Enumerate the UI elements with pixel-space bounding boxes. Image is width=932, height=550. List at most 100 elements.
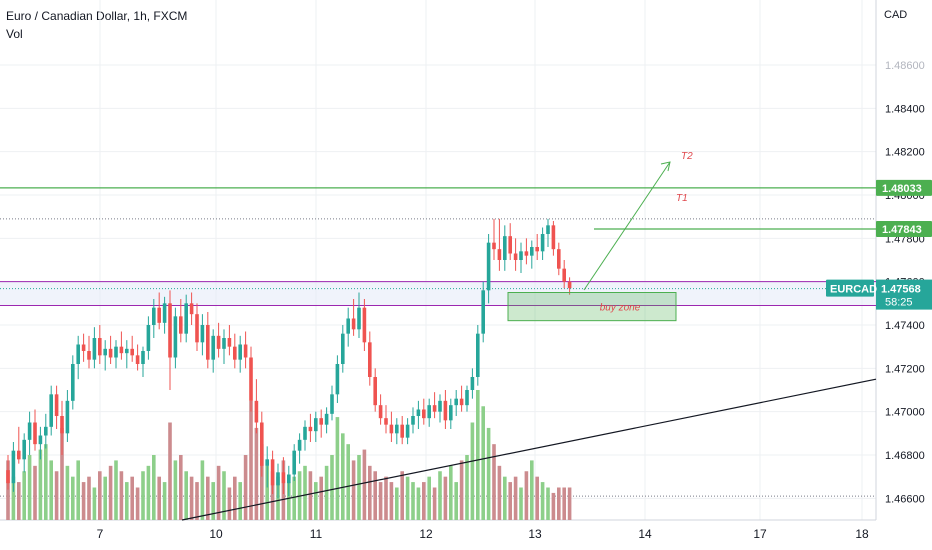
candle-body (135, 355, 140, 364)
volume-bar (265, 465, 269, 520)
volume-bar (557, 487, 561, 520)
volume-bar (292, 476, 296, 520)
candle-body (114, 346, 118, 358)
buy-zone-box (507, 292, 677, 322)
volume-bar (351, 460, 356, 520)
volume-bar (438, 471, 442, 520)
volume-bar (492, 444, 496, 520)
volume-bar (65, 465, 70, 520)
volume-bar (562, 487, 566, 520)
volume-bar (108, 465, 113, 520)
volume-bar (314, 482, 318, 520)
volume-bar (405, 476, 410, 520)
volume-bar (476, 390, 480, 520)
volume-bar (308, 471, 313, 520)
volume-bar (449, 465, 453, 520)
volume-bar (152, 455, 156, 520)
volume-bar (513, 476, 518, 520)
candle-body (206, 325, 210, 360)
candle-body (351, 318, 356, 330)
candle-body (465, 390, 469, 406)
x-tick-label: 18 (855, 527, 869, 541)
projection-arrow-head (660, 161, 671, 172)
grid (0, 0, 876, 520)
volume-bar (211, 482, 215, 520)
volume-bar (497, 465, 502, 520)
volume-bar (341, 433, 345, 520)
candle-body (416, 409, 421, 416)
candle-body (346, 318, 350, 334)
y-tick-label: 1.47400 (885, 320, 925, 332)
candle-body (368, 342, 372, 377)
volume-bar (71, 476, 75, 520)
y-tick-label: 1.48400 (885, 103, 925, 115)
symbol-tag: EURCAD (826, 279, 877, 297)
volume-bar (422, 482, 426, 520)
candle-body (395, 424, 399, 434)
current-price-bg (876, 279, 932, 310)
candle-body (400, 424, 404, 438)
candle-body (427, 405, 431, 419)
candle-body (173, 316, 178, 358)
candle-body (411, 416, 415, 425)
volume-bar (546, 487, 550, 520)
candle-body (141, 351, 145, 364)
candle-body (65, 400, 70, 434)
volume-bar (362, 449, 367, 520)
volume-bar (287, 482, 291, 520)
volume-bar (189, 476, 194, 520)
candle-body (492, 242, 496, 250)
candle-body (238, 344, 242, 360)
volume-bar (384, 476, 388, 520)
bar-countdown: 58:25 (885, 297, 913, 309)
trendline (181, 378, 877, 521)
candle-body (530, 247, 534, 256)
volume-bar (486, 427, 491, 520)
candle-body (130, 348, 134, 356)
candle-body (265, 459, 269, 466)
y-tick-label: 1.46600 (885, 493, 925, 505)
volume-bar (319, 476, 323, 520)
candle-body (249, 357, 253, 401)
candle-body (362, 307, 367, 343)
x-tick-label: 7 (97, 527, 104, 541)
volume-bar (459, 460, 464, 520)
volume-bar (481, 406, 485, 520)
y-tick-label: 1.46800 (885, 450, 925, 462)
candle-body (449, 405, 453, 421)
candle-body (470, 377, 475, 390)
t2-label: T2 (681, 151, 693, 162)
candle-body (535, 247, 539, 252)
volume-bar (324, 465, 329, 520)
volume-bar (141, 471, 145, 520)
candle-body (476, 333, 480, 377)
volume-bar (503, 476, 507, 520)
volume-bar (98, 471, 102, 520)
current-price-value: 1.47568 (881, 284, 921, 296)
candle-body (335, 364, 340, 395)
candle-body (162, 303, 167, 323)
symbol-tag-text: EURCAD (830, 284, 877, 296)
candle-body (389, 424, 394, 434)
candle-body (33, 422, 37, 445)
candle-body (292, 450, 296, 475)
volume-bar (44, 444, 48, 520)
candle-body (486, 242, 491, 291)
volume-bar (454, 482, 458, 520)
t1-price-tag: 1.47843 (876, 221, 932, 238)
candle-body (373, 377, 377, 406)
candle-body (378, 405, 383, 419)
candle-body (27, 422, 32, 440)
candle-body (71, 364, 75, 401)
volume-bar (38, 449, 43, 520)
volume-bar (270, 471, 275, 520)
t2-price-tag: 1.48033 (876, 179, 932, 196)
volume-bar (238, 482, 242, 520)
candle-body (330, 394, 334, 414)
volume-bar (400, 471, 404, 520)
candle-body (38, 435, 43, 445)
volume-bar (346, 444, 350, 520)
candle-body (54, 394, 59, 416)
